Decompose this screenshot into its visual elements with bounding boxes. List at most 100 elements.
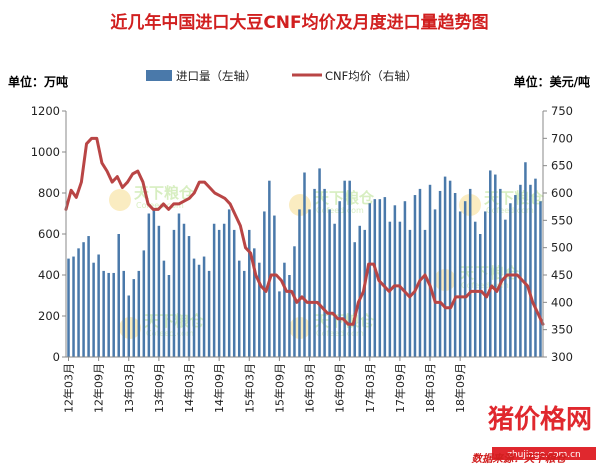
import-volume-bar <box>242 270 246 357</box>
line-series <box>64 136 545 326</box>
right-tick-label: 600 <box>551 186 573 200</box>
import-volume-bar <box>408 229 412 357</box>
import-volume-bar <box>77 248 80 357</box>
x-tick-label: 17年09月 <box>393 363 407 413</box>
axes: 0 200 400 600 800 1000 1200 300 350 400 450 500 550 6… <box>31 104 573 413</box>
import-volume-bar <box>343 180 346 357</box>
import-volume-bar <box>428 184 432 357</box>
import-volume-bar <box>393 205 397 357</box>
x-tick-label: 18年03月 <box>423 363 437 413</box>
import-volume-bar <box>333 223 336 357</box>
right-tick-label: 650 <box>551 159 573 173</box>
import-volume-bar <box>473 221 477 357</box>
left-axis-unit: 单位：万吨 <box>8 74 68 89</box>
import-volume-bar <box>373 199 377 357</box>
import-volume-bar <box>509 203 512 357</box>
import-volume-bar <box>453 193 457 357</box>
legend-bar-swatch <box>146 70 172 81</box>
import-volume-bar <box>147 213 151 357</box>
x-tick-label: 14年03月 <box>182 363 196 413</box>
import-volume-bar <box>127 295 131 357</box>
import-volume-bar <box>539 201 542 357</box>
import-volume-bar <box>288 275 291 357</box>
import-volume-bar <box>268 180 271 357</box>
x-tick-label: 12年09月 <box>92 363 106 413</box>
import-volume-bar <box>248 229 251 357</box>
watermark-brand-3: 天下粮仓 <box>134 184 195 202</box>
import-volume-bar <box>413 195 417 357</box>
left-tick-label: 200 <box>38 309 60 323</box>
import-volume-bar <box>353 242 356 357</box>
import-volume-bar <box>433 209 437 357</box>
import-volume-bar <box>182 223 186 357</box>
import-volume-bar <box>293 246 296 357</box>
import-volume-bar <box>308 209 311 357</box>
import-volume-bar <box>92 262 95 357</box>
legend-line-label: CNF均价（右轴） <box>325 69 417 83</box>
import-volume-bar <box>283 262 286 357</box>
import-volume-bar <box>112 272 115 357</box>
x-tick-label: 15年03月 <box>242 363 256 413</box>
import-volume-bar <box>529 184 532 357</box>
import-volume-bar <box>484 211 487 357</box>
import-volume-bar <box>197 264 201 357</box>
import-volume-bar <box>318 168 321 357</box>
right-tick-label: 300 <box>551 350 573 364</box>
right-axis-unit: 单位：美元/吨 <box>514 74 590 89</box>
import-volume-bar <box>167 275 171 357</box>
import-volume-bar <box>97 254 100 357</box>
import-volume-bar <box>403 201 407 357</box>
import-volume-bar <box>237 260 241 357</box>
x-tick-label: 16年09月 <box>333 363 347 413</box>
import-volume-bar <box>67 258 70 357</box>
import-volume-bar <box>107 272 110 357</box>
import-volume-bar <box>82 242 85 357</box>
import-volume-bar <box>102 270 105 357</box>
right-tick-label: 400 <box>551 295 573 309</box>
import-volume-bar <box>278 291 281 357</box>
import-volume-bar <box>368 203 372 357</box>
left-tick-label: 600 <box>38 227 60 241</box>
left-tick-label: 800 <box>38 186 60 200</box>
import-volume-bar <box>72 256 75 357</box>
right-tick-label: 750 <box>551 104 573 118</box>
import-volume-bar <box>212 223 216 357</box>
import-volume-bar <box>157 225 161 357</box>
legend: 进口量（左轴） CNF均价（右轴） <box>146 69 417 83</box>
import-volume-bar <box>132 279 136 357</box>
import-volume-bar <box>443 176 447 357</box>
import-volume-bar <box>328 209 331 357</box>
import-volume-bar <box>494 174 497 357</box>
right-tick-label: 450 <box>551 268 573 282</box>
left-tick-label: 1200 <box>31 104 60 118</box>
x-tick-label: 15年09月 <box>272 363 286 413</box>
import-volume-bar <box>489 170 492 357</box>
x-tick-label: 16年03月 <box>303 363 317 413</box>
right-tick-label: 700 <box>551 131 573 145</box>
bar-series <box>67 162 542 357</box>
import-volume-bar <box>398 221 402 357</box>
import-volume-bar <box>383 197 387 357</box>
import-volume-bar <box>438 190 442 357</box>
x-tick-label: 17年03月 <box>363 363 377 413</box>
left-tick-label: 1000 <box>31 145 60 159</box>
import-volume-bar <box>458 211 462 357</box>
legend-bar-label: 进口量（左轴） <box>176 69 257 83</box>
right-tick-label: 550 <box>551 213 573 227</box>
import-volume-bar <box>122 270 125 357</box>
import-volume-bar <box>117 234 120 357</box>
import-volume-bar <box>207 270 211 357</box>
import-volume-bar <box>423 229 427 357</box>
import-volume-bar <box>298 209 301 357</box>
x-tick-label: 18年09月 <box>453 363 467 413</box>
left-tick-label: 0 <box>53 350 60 364</box>
site-logo: 猪价格网 zhujiage.com.cn <box>484 396 596 460</box>
import-volume-bar <box>142 250 146 357</box>
import-volume-bar <box>263 211 266 357</box>
cnf-price-line <box>64 136 545 326</box>
import-volume-bar <box>323 188 326 357</box>
import-volume-bar <box>463 201 467 357</box>
import-volume-bar <box>273 215 276 357</box>
